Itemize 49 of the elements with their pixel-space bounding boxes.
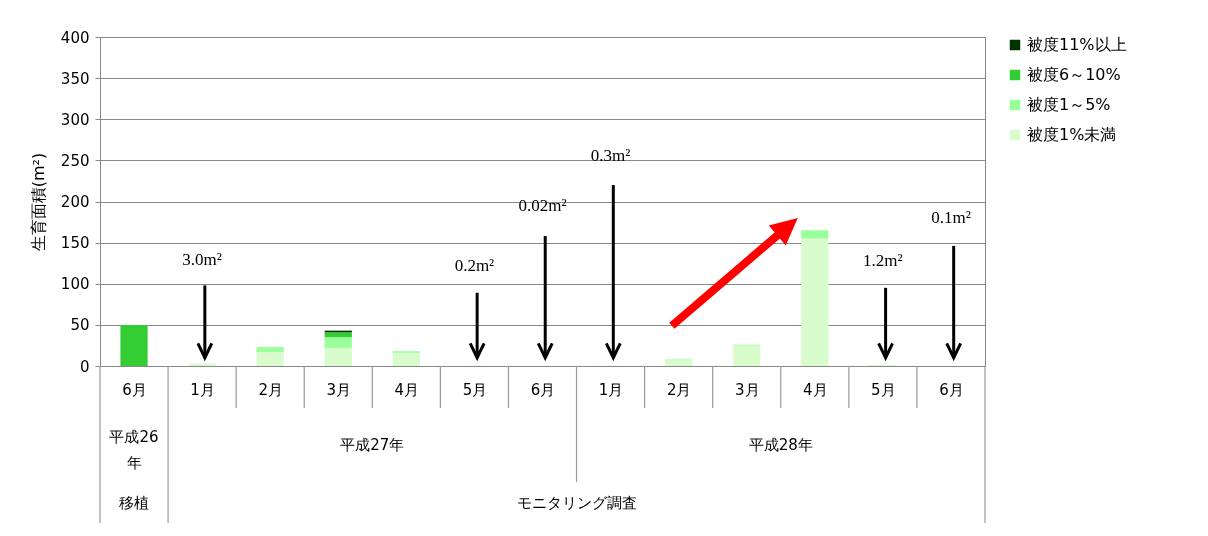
y-tick-label: 50 xyxy=(70,316,90,335)
y-tick-label: 150 xyxy=(60,234,90,253)
x-tick-label: 5月 xyxy=(462,380,488,399)
x-tick-label: 5月 xyxy=(871,380,896,399)
data-label: 0.02m² xyxy=(518,195,567,215)
legend-label: 被度1～5% xyxy=(1027,95,1111,114)
legend-label: 被度6～10% xyxy=(1027,65,1121,84)
y-tick-label: 0 xyxy=(79,357,90,376)
x-tick-label: 6月 xyxy=(530,380,556,399)
data-label: 0.1m² xyxy=(931,207,971,227)
bar xyxy=(256,352,284,366)
bar xyxy=(324,347,352,366)
text: 平成28年 xyxy=(748,435,813,454)
y-tick-label: 400 xyxy=(60,28,90,47)
bar xyxy=(324,332,352,338)
data-label: 3.0m² xyxy=(182,249,222,269)
legend-label: 被度11%以上 xyxy=(1027,35,1127,54)
bar xyxy=(801,230,829,239)
bar xyxy=(256,347,284,353)
bar xyxy=(324,337,352,348)
text: モニタリング調査 xyxy=(516,493,637,512)
bar xyxy=(665,360,693,366)
data-label: 1.2m² xyxy=(863,250,903,270)
x-tick-label: 2月 xyxy=(666,380,692,399)
bar xyxy=(801,238,829,366)
x-tick-label: 1月 xyxy=(598,380,624,399)
x-tick-label: 4月 xyxy=(803,380,828,399)
x-tick-label: 6月 xyxy=(939,380,964,399)
x-tick-label: 3月 xyxy=(734,380,760,399)
text: 平成26年 xyxy=(109,427,159,472)
bar xyxy=(392,352,420,366)
y-tick-label: 200 xyxy=(60,193,90,211)
text: 平成27年 xyxy=(340,435,405,454)
x-tick-label: 4月 xyxy=(394,380,420,399)
data-label: 0.2m² xyxy=(454,255,495,275)
y-tick-label: 100 xyxy=(60,275,90,294)
y-tick-label: 300 xyxy=(60,110,90,129)
x-tick-label: 1月 xyxy=(190,380,215,399)
x-tick-label: 2月 xyxy=(258,380,283,399)
y-tick-label: 350 xyxy=(60,69,90,88)
text: 移植 xyxy=(119,493,150,512)
bar xyxy=(120,324,148,366)
x-tick-label: 6月 xyxy=(122,380,147,399)
bar xyxy=(733,345,761,366)
y-tick-label: 250 xyxy=(60,151,90,170)
x-tick-label: 3月 xyxy=(326,380,352,399)
legend-label: 被度1%未満 xyxy=(1027,125,1117,144)
y-axis-title: 生育面積(m²) xyxy=(28,152,48,252)
data-label: 0.3m² xyxy=(590,146,631,166)
